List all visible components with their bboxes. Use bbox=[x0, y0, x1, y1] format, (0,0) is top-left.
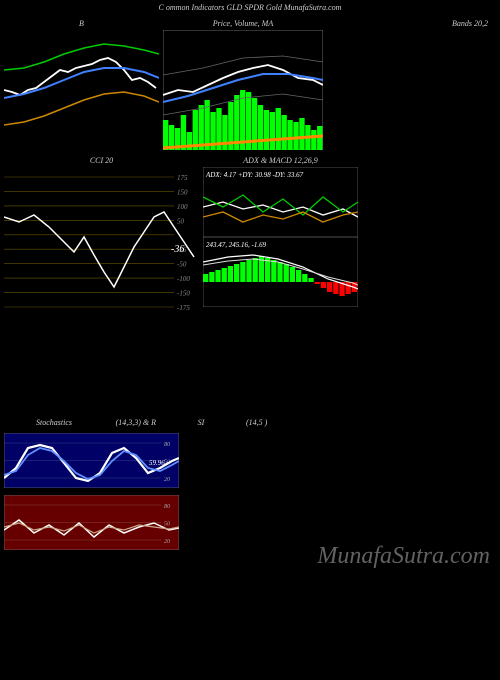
svg-text:20: 20 bbox=[164, 539, 170, 545]
macd-chart: 243.47, 245.16, -1.69 bbox=[203, 237, 358, 307]
svg-text:-50: -50 bbox=[177, 261, 187, 269]
bands-label-panel: Bands 20,2 bbox=[327, 17, 496, 150]
svg-text:20: 20 bbox=[164, 477, 170, 483]
row-1: B Price, Volume, MA Bands 20,2 bbox=[0, 15, 500, 152]
price-panel: Price, Volume, MA bbox=[163, 17, 323, 150]
price-chart bbox=[163, 30, 323, 150]
stoch-top-chart: 80502059.96 bbox=[4, 433, 179, 488]
svg-text:80: 80 bbox=[164, 442, 170, 448]
svg-text:50: 50 bbox=[164, 522, 170, 528]
page-header: C ommon Indicators GLD SPDR Gold MunafaS… bbox=[0, 0, 500, 15]
header-left: C bbox=[159, 3, 164, 12]
stoch-title-row: Stochastics (14,3,3) & R SI (14,5 ) bbox=[4, 416, 494, 429]
svg-text:59.96: 59.96 bbox=[149, 459, 165, 467]
bands-label: Bands 20,2 bbox=[327, 17, 496, 30]
svg-text:100: 100 bbox=[177, 203, 188, 211]
svg-text:80: 80 bbox=[164, 504, 170, 510]
adx-macd-panel: ADX & MACD 12,26,9 ADX: 4.17 +DY: 30.98 … bbox=[203, 154, 358, 317]
svg-text:-175: -175 bbox=[177, 304, 190, 312]
svg-text:-150: -150 bbox=[177, 290, 190, 298]
adx-chart: ADX: 4.17 +DY: 30.98 -DY: 33.67 bbox=[203, 167, 358, 237]
header-center: ommon Indicators GLD SPDR Gold MunafaSut… bbox=[166, 3, 342, 12]
svg-text:50: 50 bbox=[177, 217, 185, 225]
svg-text:150: 150 bbox=[177, 188, 188, 196]
svg-text:ADX: 4.17 +DY: 30.98 -DY: 33.: ADX: 4.17 +DY: 30.98 -DY: 33.67 bbox=[205, 171, 304, 179]
spacer bbox=[0, 319, 500, 414]
bollinger-chart bbox=[4, 30, 159, 150]
svg-text:-100: -100 bbox=[177, 275, 190, 283]
svg-text:-36: -36 bbox=[171, 244, 184, 255]
svg-text:175: 175 bbox=[177, 174, 188, 182]
price-title: Price, Volume, MA bbox=[163, 17, 323, 30]
svg-text:243.47, 245.16, -1.69: 243.47, 245.16, -1.69 bbox=[206, 241, 267, 249]
stoch-params-right: (14,5 ) bbox=[246, 418, 492, 427]
cci-panel: CCI 20 17515010050-36-50-100-150-175-36 bbox=[4, 154, 199, 317]
bollinger-title: B bbox=[4, 17, 159, 30]
row-2: CCI 20 17515010050-36-50-100-150-175-36 … bbox=[0, 152, 500, 319]
row-3: Stochastics (14,3,3) & R SI (14,5 ) 80 50… bbox=[0, 414, 500, 552]
stoch-bottom-chart: 80 50 20 bbox=[4, 495, 179, 550]
stoch-params-left: (14,3,3) & R bbox=[56, 418, 156, 427]
bollinger-panel: B bbox=[4, 17, 159, 150]
stoch-si: SI bbox=[156, 418, 246, 427]
stoch-title: Stochastics bbox=[6, 418, 56, 427]
cci-chart: 17515010050-36-50-100-150-175-36 bbox=[4, 167, 199, 317]
cci-title: CCI 20 bbox=[4, 154, 199, 167]
adx-macd-title: ADX & MACD 12,26,9 bbox=[203, 154, 358, 167]
